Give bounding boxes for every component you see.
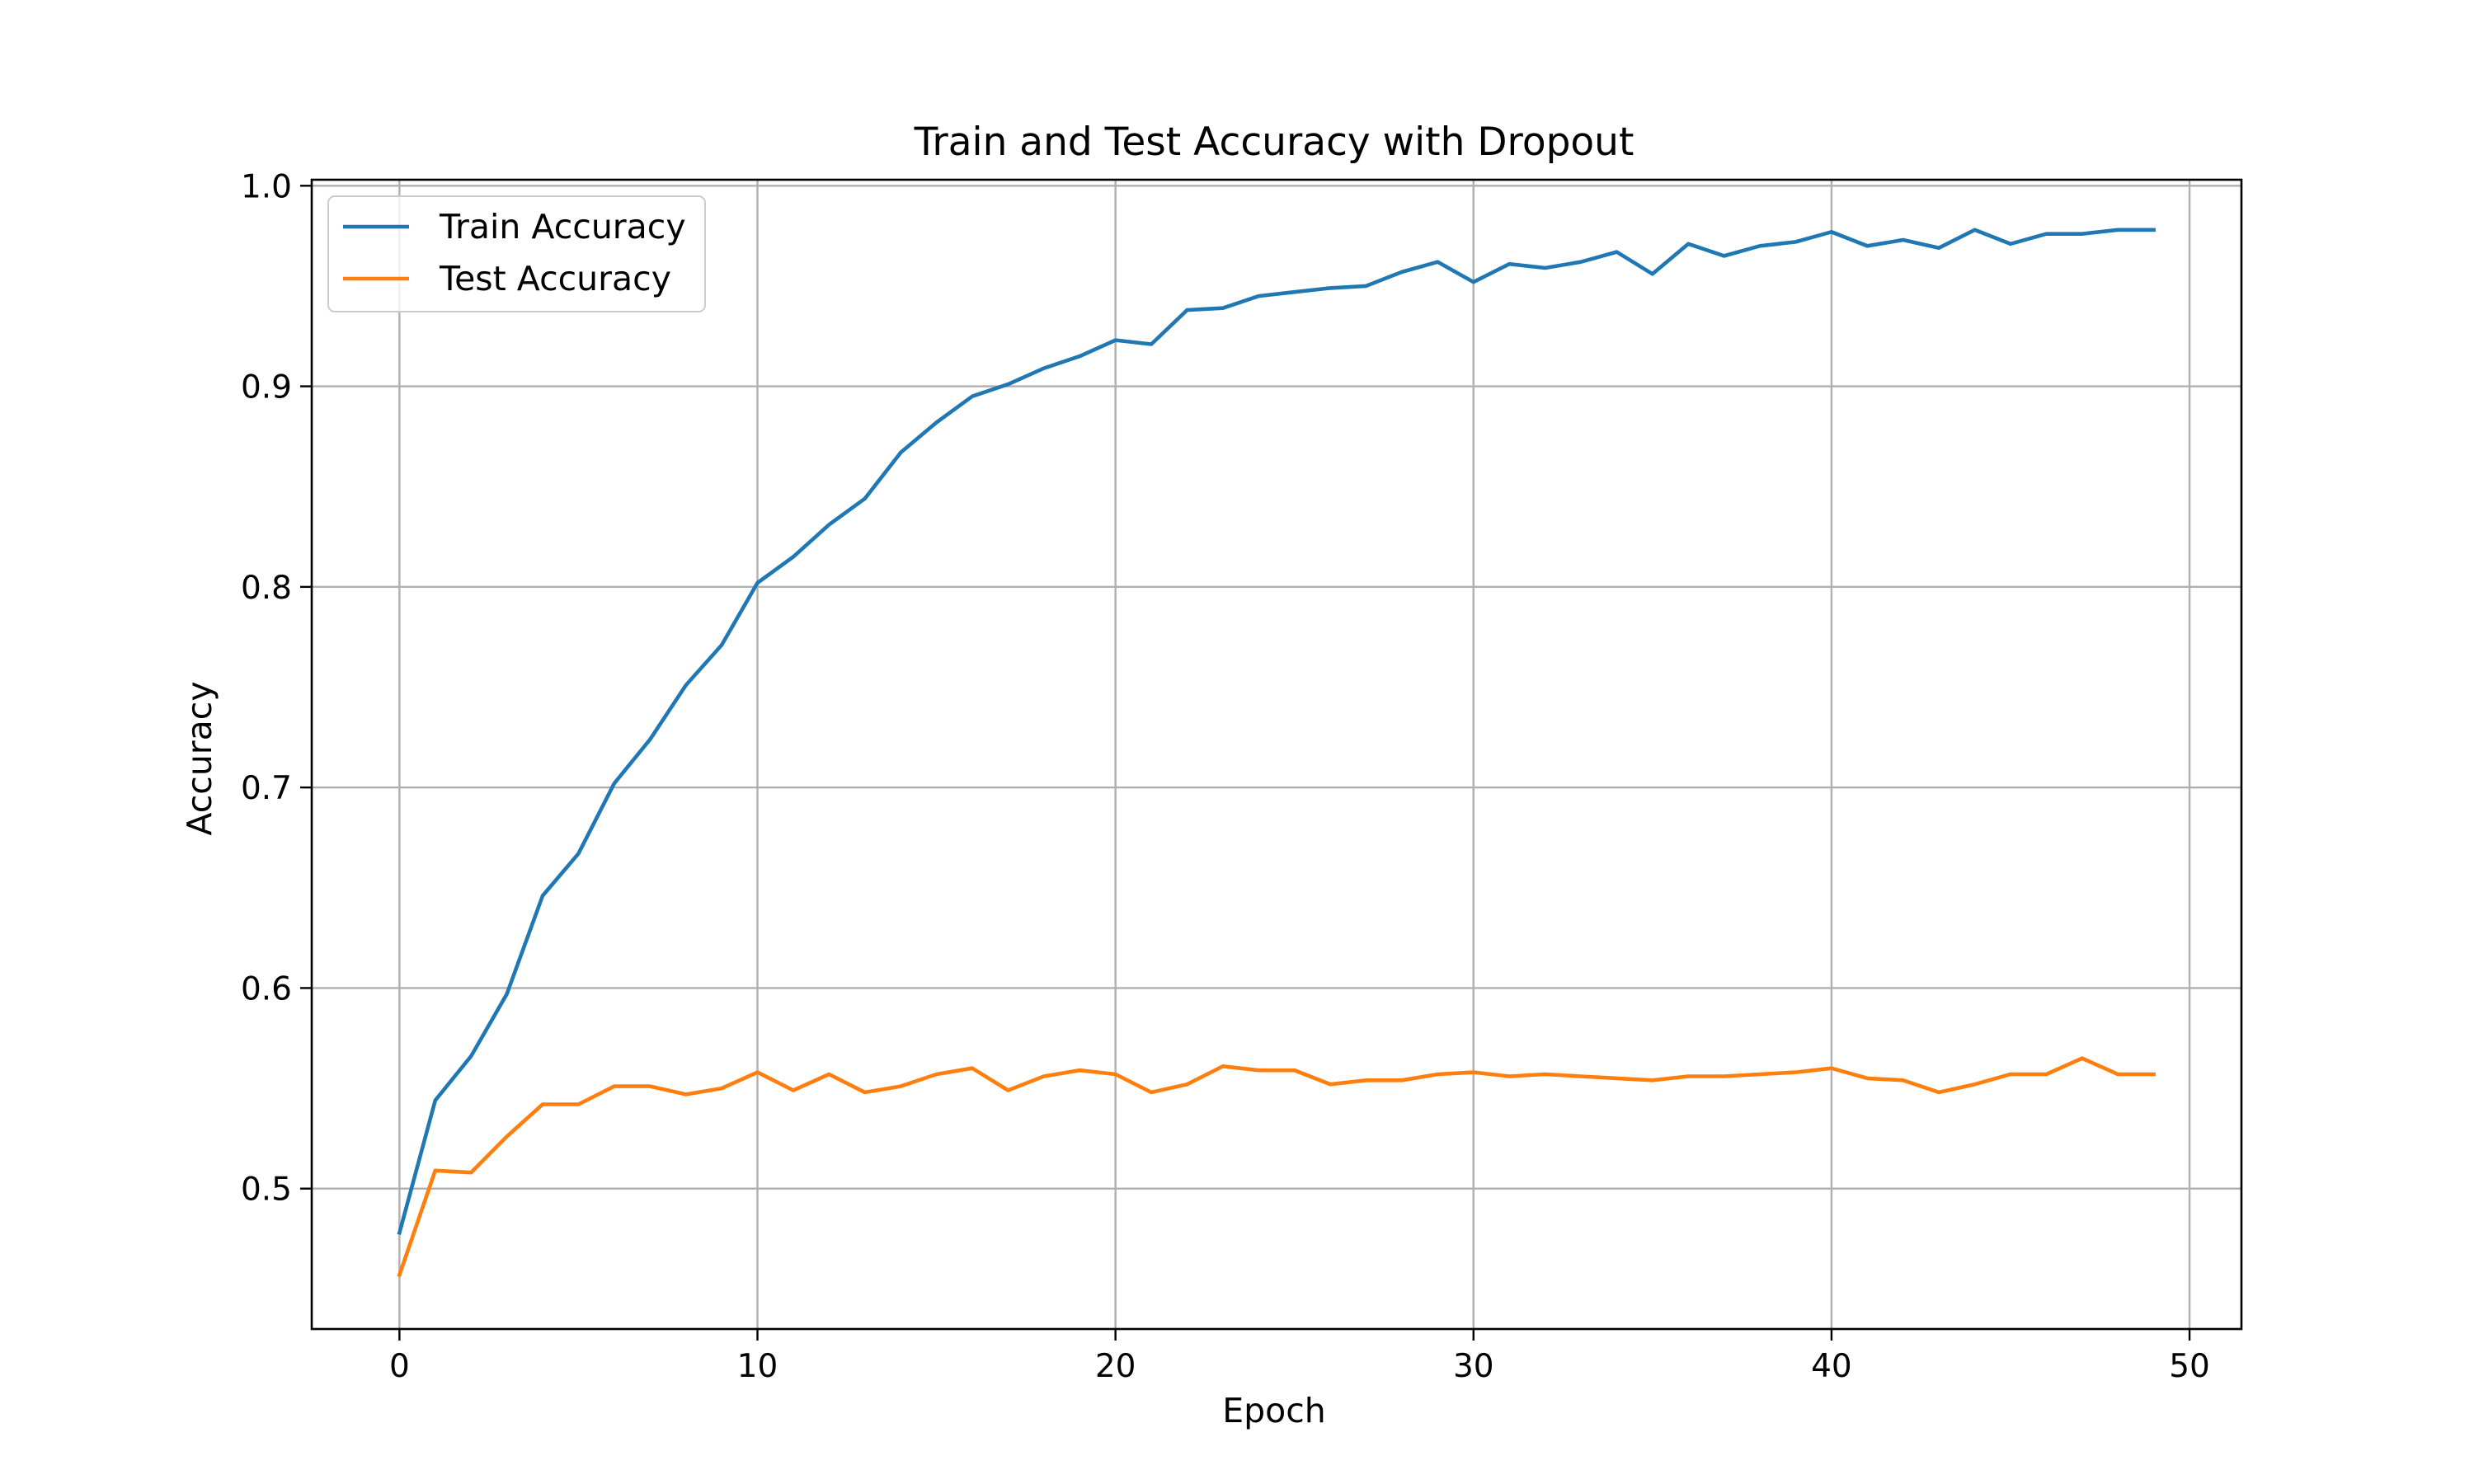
y-tick-label: 0.5 — [241, 1172, 292, 1209]
y-axis: 0.5 0.6 0.7 0.8 0.9 1.0 — [241, 168, 312, 1209]
legend: Train Accuracy Test Accuracy — [327, 195, 706, 312]
legend-box — [327, 195, 706, 312]
x-tick-label: 40 — [1811, 1348, 1852, 1385]
y-tick-label: 0.9 — [241, 369, 292, 406]
x-tick-label: 10 — [737, 1348, 778, 1385]
y-tick-label: 0.8 — [241, 570, 292, 607]
series-line-train-accuracy — [397, 228, 2156, 1236]
y-tick-label: 1.0 — [241, 168, 292, 205]
y-tick-label: 0.6 — [241, 970, 292, 1007]
plot-frame — [310, 178, 2243, 1331]
x-tick-label: 50 — [2169, 1348, 2210, 1385]
y-tick-label: 0.7 — [241, 770, 292, 807]
x-axis-label: Epoch — [1222, 1391, 1326, 1430]
series-line-test-accuracy — [397, 1056, 2156, 1278]
series-group — [397, 228, 2156, 1278]
x-tick-label: 20 — [1095, 1348, 1136, 1385]
legend-label: Train Accuracy — [439, 207, 686, 247]
y-axis-label: Accuracy — [180, 681, 219, 835]
x-axis: 0 10 20 30 40 50 — [389, 1329, 2210, 1385]
legend-label: Test Accuracy — [439, 259, 671, 298]
x-tick-label: 30 — [1453, 1348, 1494, 1385]
x-tick-label: 0 — [389, 1348, 410, 1385]
chart-title: Train and Test Accuracy with Dropout — [914, 120, 1634, 165]
grid — [312, 180, 2241, 1329]
